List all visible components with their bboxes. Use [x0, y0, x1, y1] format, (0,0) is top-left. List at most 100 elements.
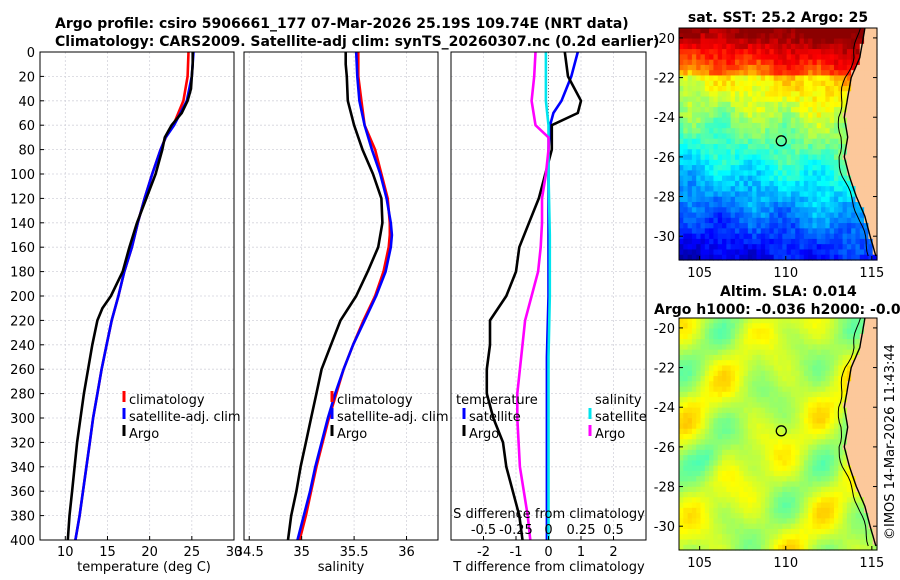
map-cell [743, 133, 749, 140]
map-cell [691, 107, 697, 113]
map-cell [747, 154, 753, 161]
map-cell [868, 502, 874, 509]
map-cell [752, 354, 758, 361]
map-cell [760, 28, 766, 34]
map-cell [808, 434, 814, 440]
map-cell [747, 233, 753, 240]
map-cell [872, 159, 878, 166]
map-cell [812, 165, 818, 171]
map-cell [838, 333, 844, 340]
map-cell [812, 170, 818, 177]
map-cell [765, 244, 770, 251]
map-cell [821, 370, 826, 377]
map-cell [855, 354, 861, 361]
map-cell [687, 344, 693, 351]
map-cell [756, 70, 762, 77]
map-cell [739, 233, 745, 240]
map-cell [872, 128, 878, 135]
map-cell [760, 507, 766, 514]
map-cell [683, 333, 689, 340]
map-cell [799, 159, 805, 166]
map-cell [696, 180, 702, 187]
map-cell [816, 128, 822, 135]
map-cell [842, 202, 848, 208]
map-cell [838, 196, 844, 203]
map-cell [790, 133, 796, 140]
map-cell [855, 391, 861, 398]
map-cell [739, 397, 745, 403]
map-cell [868, 349, 874, 356]
map-cell [713, 513, 719, 519]
map-cell [838, 54, 844, 61]
map-cell [859, 144, 865, 150]
map-cell [799, 481, 805, 488]
map-cell [829, 59, 835, 66]
map-cell [842, 376, 848, 382]
map-cell [679, 360, 684, 367]
map-cell [700, 212, 706, 219]
map-cell [855, 407, 861, 414]
map-cell [851, 391, 857, 398]
map-cell [799, 86, 805, 92]
map-cell [803, 159, 809, 166]
map-cell [679, 476, 684, 483]
map-cell [786, 481, 792, 488]
map-cell [765, 202, 770, 208]
map-cell [747, 70, 753, 77]
map-cell [821, 101, 826, 108]
map-cell [842, 96, 848, 103]
map-cell [786, 212, 792, 219]
map-cell [743, 518, 749, 525]
map-cell [722, 518, 727, 525]
map-cell [726, 180, 732, 187]
map-cell [683, 539, 689, 546]
map-cell [786, 412, 792, 419]
map-cell [821, 80, 826, 87]
map-cell [700, 428, 706, 435]
map-cell [778, 370, 783, 377]
map-cell [687, 455, 693, 461]
map-cell [704, 344, 710, 351]
map-cell [717, 407, 723, 414]
map-cell [816, 133, 822, 140]
map-cell [786, 70, 792, 77]
map-cell [679, 318, 684, 324]
map-cell [700, 349, 706, 356]
map-cell [816, 428, 822, 435]
map-cell [717, 528, 723, 535]
map-cell [734, 360, 740, 367]
map-cell [803, 497, 809, 504]
map-cell [773, 354, 779, 361]
map-cell [687, 238, 693, 245]
map-cell [795, 38, 801, 45]
map-cell [769, 370, 775, 377]
map-cell [786, 112, 792, 119]
map-cell [752, 128, 758, 135]
map-cell [790, 28, 796, 34]
map-cell [838, 80, 844, 87]
map-cell [765, 507, 770, 514]
map-cell [790, 159, 796, 166]
map-cell [859, 107, 865, 113]
map-cell [803, 528, 809, 535]
map-cell [859, 122, 865, 129]
map-cell [799, 376, 805, 382]
map-cell [868, 128, 874, 135]
map-cell [700, 28, 706, 34]
map-cell [683, 28, 689, 34]
map-cell [687, 486, 693, 493]
map-cell [859, 460, 865, 467]
map-cell [829, 328, 835, 335]
map-cell [833, 138, 839, 145]
map-cell [816, 439, 822, 446]
map-cell [722, 133, 727, 140]
map-cell [803, 122, 809, 129]
map-cell [747, 412, 753, 419]
map-cell [782, 497, 788, 504]
map-cell [868, 470, 874, 477]
map-cell [799, 228, 805, 235]
map-cell [803, 154, 809, 161]
map-cell [769, 33, 775, 40]
map-cell [786, 423, 792, 430]
